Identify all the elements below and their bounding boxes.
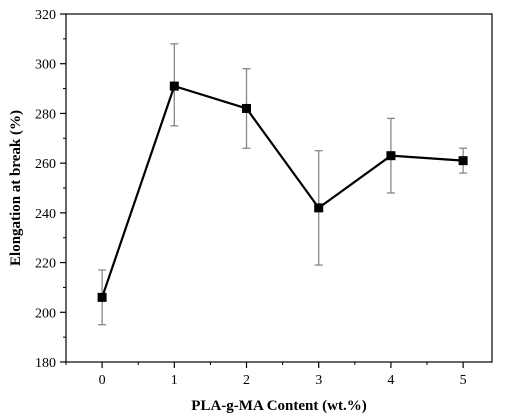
plot-area: 180 200 220 240 260 280 300 320 0 1 2 3 4 5 (35, 8, 493, 388)
series-line (101, 84, 464, 298)
plot-frame (65, 13, 493, 363)
y-tick-label: 180 (35, 356, 56, 371)
data-point (314, 203, 324, 213)
y-tick-label: 220 (35, 257, 56, 272)
x-tick-label: 5 (460, 373, 467, 388)
y-tick-label: 260 (35, 157, 56, 172)
x-tick-label: 3 (315, 373, 322, 388)
data-point (242, 103, 252, 113)
y-tick-label: 200 (35, 306, 56, 321)
y-tick-label: 280 (35, 107, 56, 122)
y-tick-label: 240 (35, 207, 56, 222)
y-tick-label: 300 (35, 58, 56, 73)
y-axis-label: Elongation at break (%) (8, 110, 24, 266)
data-point (97, 292, 107, 302)
x-axis-label: PLA-g-MA Content (wt.%) (191, 398, 366, 414)
data-point (458, 156, 468, 166)
x-tick-label: 2 (243, 373, 250, 388)
x-tick-label: 1 (171, 373, 178, 388)
data-point (169, 81, 179, 91)
y-tick-label: 320 (35, 8, 56, 23)
x-tick-label: 4 (387, 373, 394, 388)
data-point (386, 151, 396, 161)
x-tick-label: 0 (99, 373, 106, 388)
